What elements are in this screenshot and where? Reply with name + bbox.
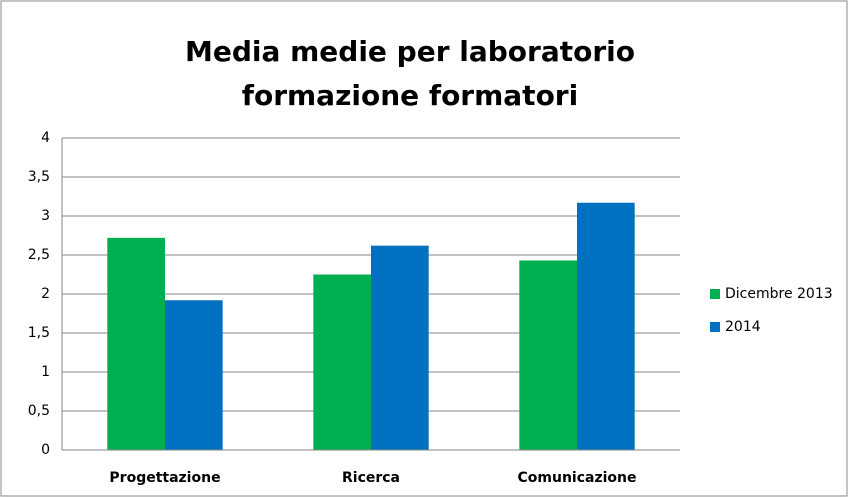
y-tick-label: 2,5	[28, 247, 50, 263]
y-tick-label: 1,5	[28, 325, 50, 341]
bar	[371, 245, 429, 450]
legend-swatch	[710, 289, 720, 299]
bar	[107, 237, 165, 450]
chart-title: Media medie per laboratorio formazione f…	[184, 35, 635, 112]
bar	[577, 202, 635, 450]
y-tick-label: 3	[41, 208, 50, 224]
y-tick-label: 3,5	[28, 169, 50, 185]
x-tick-label: Ricerca	[342, 470, 400, 486]
y-tick-label: 0,5	[28, 403, 50, 419]
legend-label: 2014	[725, 319, 761, 335]
legend-swatch	[710, 322, 720, 332]
bar	[165, 300, 223, 450]
x-tick-label: Progettazione	[109, 470, 220, 486]
bar	[313, 274, 371, 450]
x-tick-label: Comunicazione	[518, 470, 637, 486]
legend-label: Dicembre 2013	[725, 286, 833, 302]
y-tick-label: 4	[41, 130, 50, 146]
bar	[519, 260, 577, 450]
y-tick-label: 2	[41, 286, 50, 302]
y-tick-label: 0	[41, 442, 50, 458]
y-tick-label: 1	[41, 364, 50, 380]
